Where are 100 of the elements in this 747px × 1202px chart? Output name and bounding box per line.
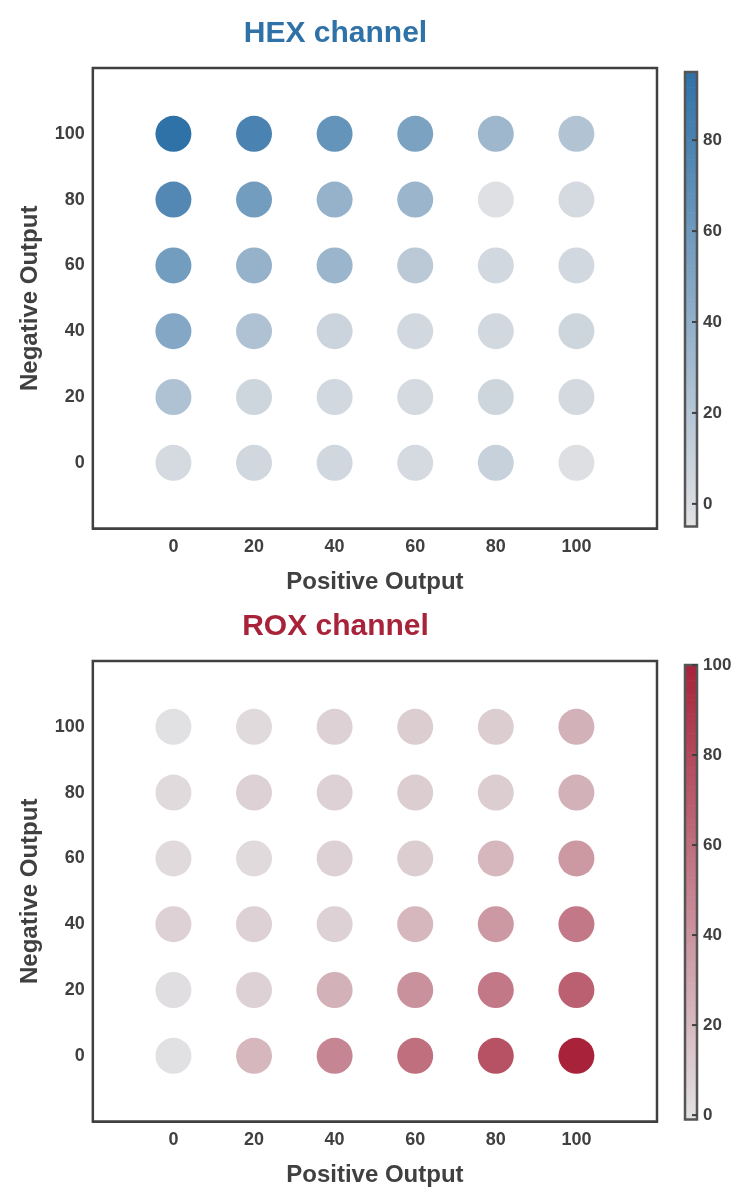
point	[316, 444, 353, 481]
point	[558, 247, 595, 284]
point	[477, 840, 514, 877]
point	[155, 313, 192, 350]
point	[397, 313, 434, 350]
color-bar-label: 20	[703, 402, 722, 422]
point	[397, 247, 434, 284]
point	[397, 379, 434, 415]
x-tick-label: 40	[324, 536, 345, 557]
point	[155, 247, 192, 284]
point	[316, 313, 353, 350]
color-bar-label: 60	[703, 220, 722, 240]
point	[558, 774, 595, 811]
chart-title: HEX channel	[243, 15, 428, 49]
y-axis-title: Negative Output	[15, 798, 43, 984]
color-bar-label: 40	[703, 311, 722, 331]
point	[558, 115, 595, 152]
x-tick-label: 20	[244, 536, 265, 557]
point	[477, 115, 514, 152]
point	[316, 247, 353, 284]
point	[236, 708, 273, 745]
color-bar-label: 80	[703, 744, 722, 764]
chart-title: ROX channel	[242, 608, 429, 642]
x-tick-label: 60	[405, 1129, 426, 1150]
point	[477, 379, 514, 415]
x-tick-label: 0	[168, 536, 179, 557]
point	[316, 115, 353, 152]
point	[397, 1037, 434, 1074]
point	[558, 379, 595, 415]
x-tick-label: 60	[405, 536, 426, 557]
point	[397, 774, 434, 811]
point	[155, 840, 192, 877]
point	[477, 906, 514, 943]
point	[558, 313, 595, 350]
x-axis-title: Positive Output	[286, 1160, 464, 1188]
point	[316, 840, 353, 877]
x-tick-label: 0	[168, 1129, 179, 1150]
point	[477, 247, 514, 284]
point	[155, 906, 192, 943]
point	[477, 444, 514, 481]
point	[236, 313, 273, 350]
color-bar-label: 0	[703, 493, 713, 513]
point	[558, 444, 595, 481]
point	[558, 906, 595, 943]
point	[236, 379, 273, 415]
point	[155, 1037, 192, 1074]
point	[236, 906, 273, 943]
point	[236, 115, 273, 152]
point	[397, 181, 434, 218]
x-axis-title: Positive Output	[286, 567, 464, 595]
color-bar-label: 0	[703, 1104, 713, 1124]
color-bar-label: 60	[703, 834, 722, 854]
point	[155, 181, 192, 218]
point	[477, 774, 514, 811]
point	[558, 708, 595, 745]
x-tick-label: 40	[324, 1129, 345, 1150]
point	[558, 1037, 595, 1074]
y-tick-label: 20	[64, 978, 85, 999]
point	[316, 708, 353, 745]
point	[397, 708, 434, 745]
point	[155, 774, 192, 811]
y-tick-label: 20	[64, 385, 85, 406]
y-tick-label: 0	[74, 451, 85, 472]
point	[558, 840, 595, 877]
point	[236, 247, 273, 284]
point	[397, 840, 434, 877]
point	[155, 444, 192, 481]
x-tick-label: 80	[485, 1129, 506, 1150]
point	[236, 840, 273, 877]
point	[155, 115, 192, 152]
y-tick-label: 0	[74, 1044, 85, 1065]
x-tick-label: 100	[561, 1129, 592, 1150]
point	[316, 379, 353, 415]
y-tick-label: 40	[64, 320, 85, 341]
point	[236, 774, 273, 811]
point	[155, 708, 192, 745]
point	[477, 313, 514, 350]
y-tick-label: 100	[54, 122, 85, 143]
point	[477, 1037, 514, 1074]
point	[316, 181, 353, 218]
point	[316, 972, 353, 1008]
point	[316, 774, 353, 811]
point	[397, 444, 434, 481]
x-tick-label: 20	[244, 1129, 265, 1150]
y-tick-label: 100	[54, 715, 85, 736]
y-tick-label: 40	[64, 913, 85, 934]
x-tick-label: 100	[561, 536, 592, 557]
point	[477, 708, 514, 745]
point	[558, 181, 595, 218]
point	[316, 1037, 353, 1074]
point	[155, 972, 192, 1008]
y-tick-label: 80	[64, 188, 85, 209]
y-axis-title: Negative Output	[15, 205, 43, 391]
color-bar-label: 20	[703, 1014, 722, 1034]
point	[477, 181, 514, 218]
point	[236, 181, 273, 218]
point	[558, 972, 595, 1008]
point	[236, 444, 273, 481]
point	[236, 1037, 273, 1074]
x-tick-label: 80	[485, 536, 506, 557]
